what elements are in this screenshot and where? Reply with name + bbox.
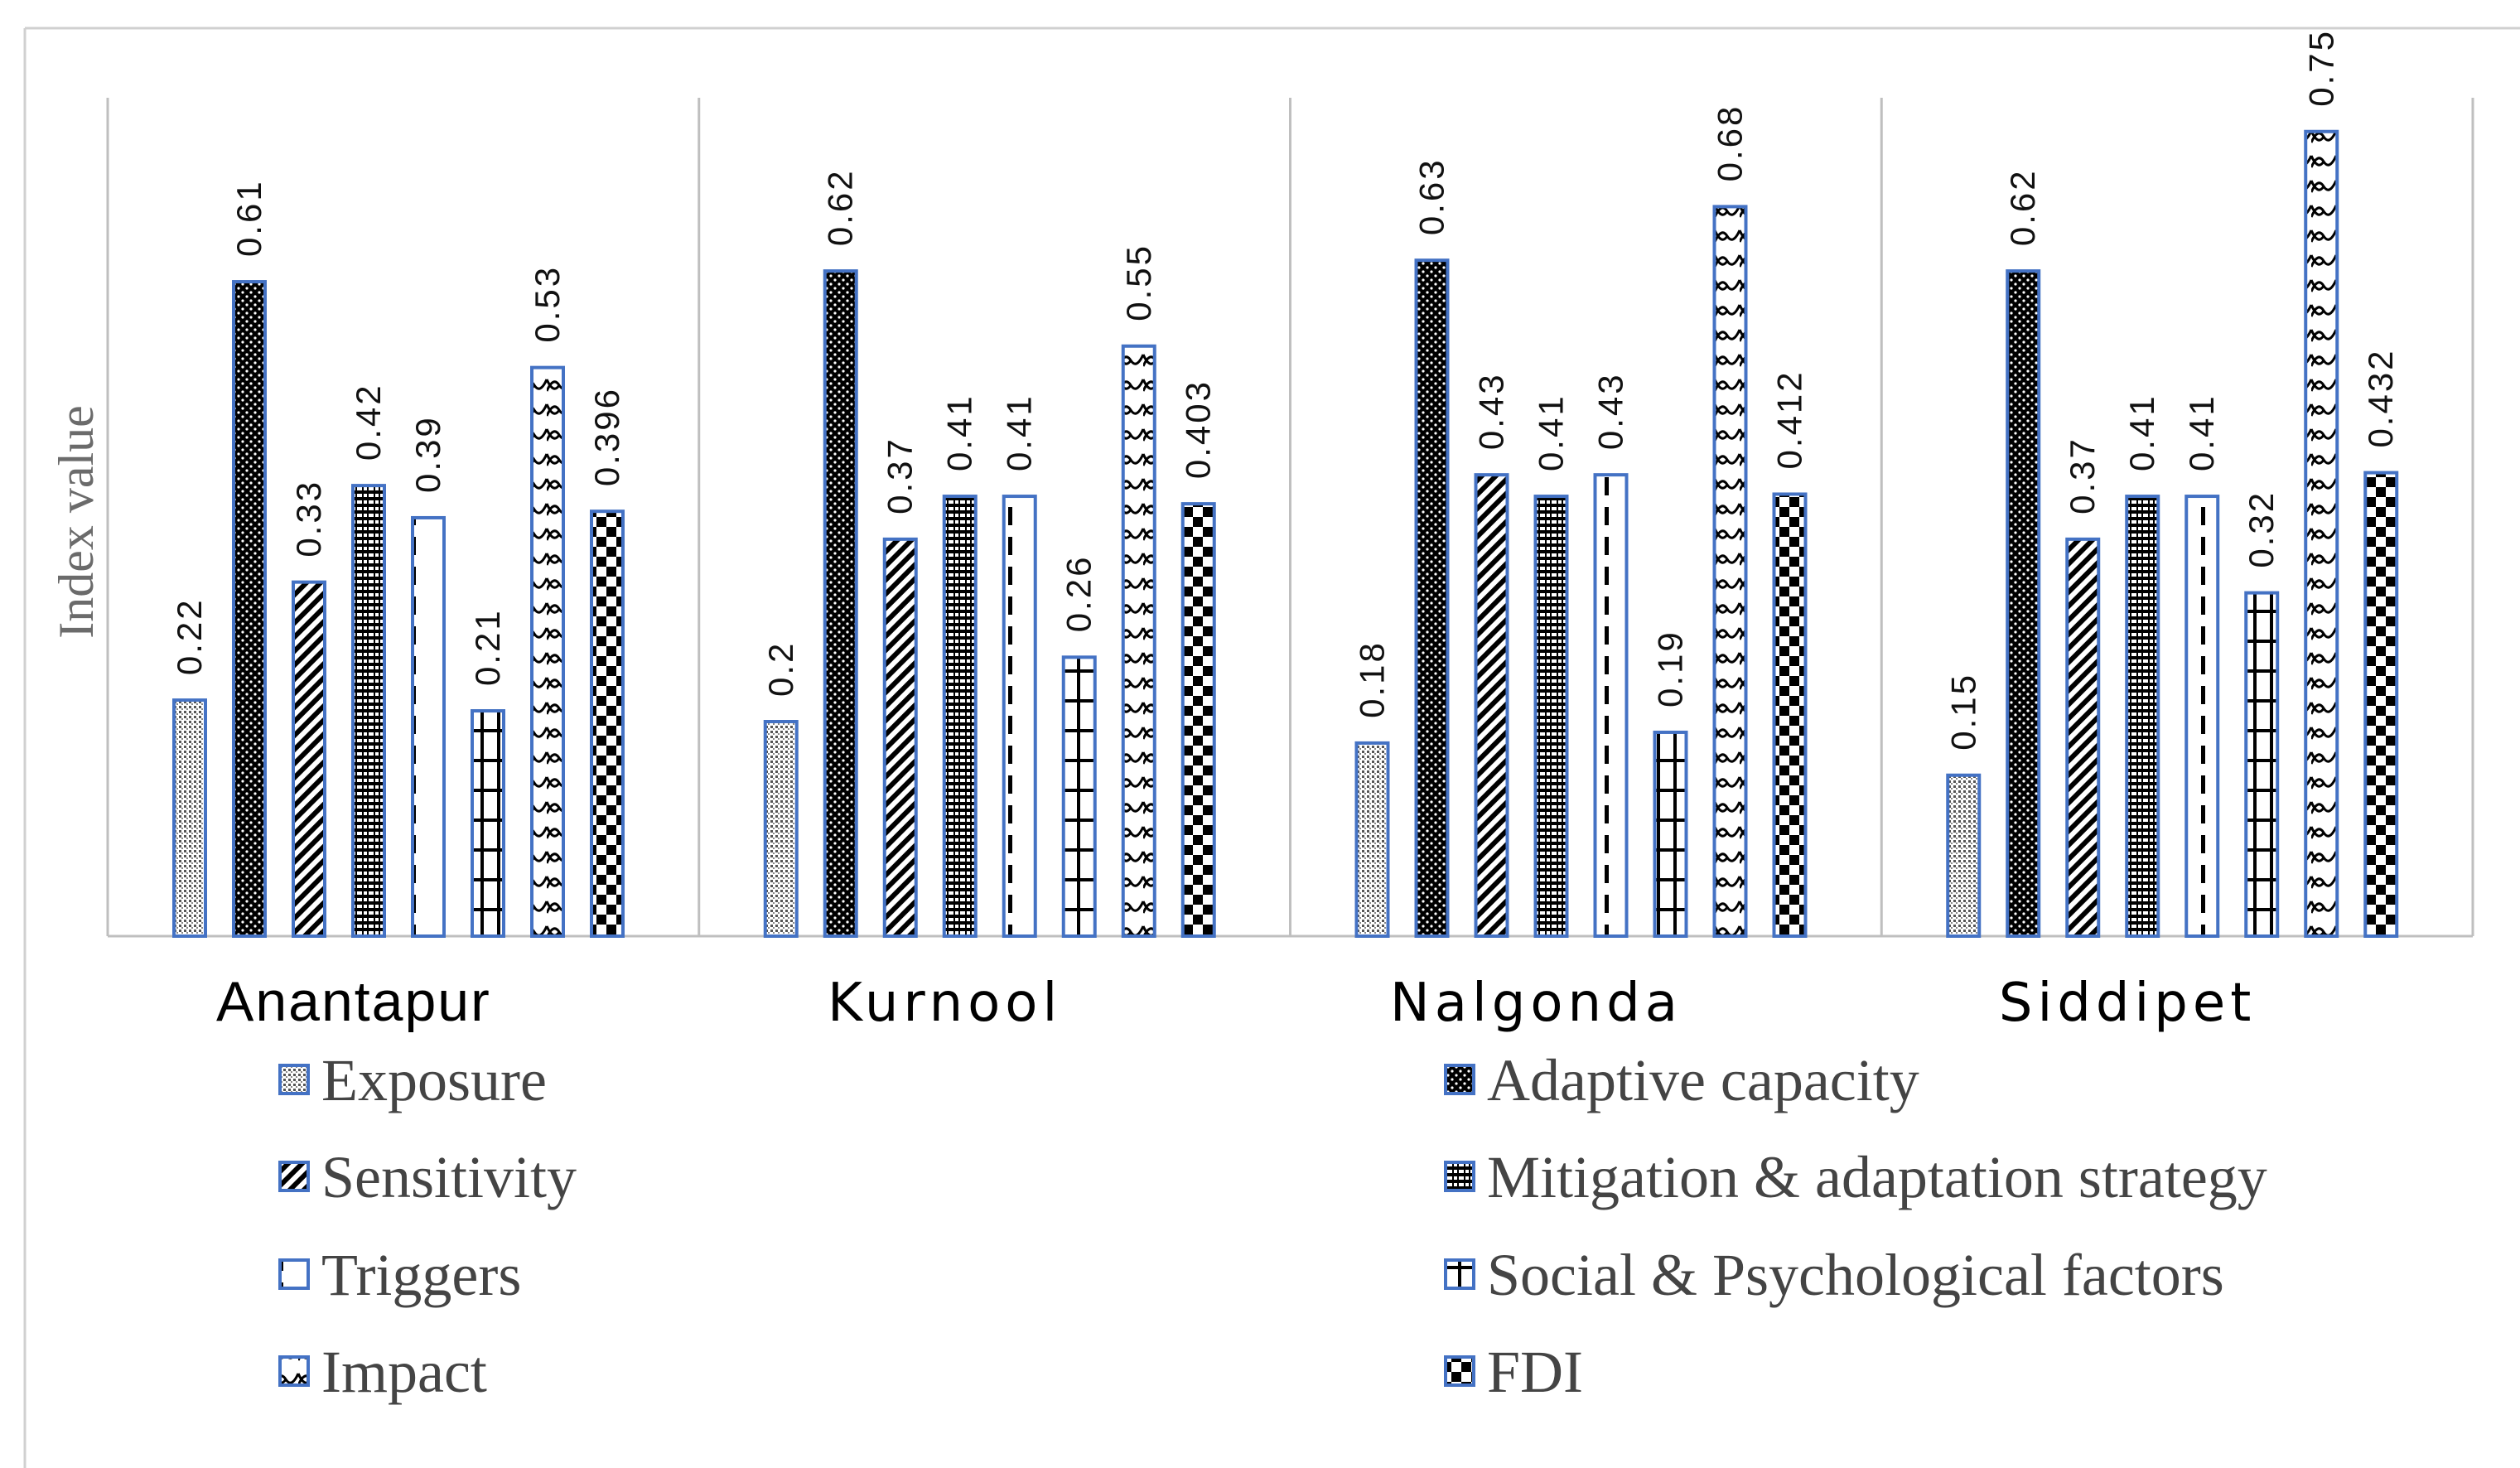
bar-nalgonda-triggers [1593,473,1629,938]
legend-label: FDI [1487,1339,1583,1405]
legend-label: Exposure [321,1047,547,1113]
data-label: 0.62 [2003,168,2042,246]
bar-anantapur-social-psychological-factors [471,709,505,938]
legend-label: Social & Psychological factors [1487,1242,2224,1308]
value-labels: 0.22 0.61 0.33 0.42 0.39 0.21 0.53 0.396 0.2 0.62… [170,29,2400,751]
bar-anantapur-fdi [590,509,625,938]
bar-siddipet-exposure [1946,773,1982,938]
legend-label: Sensitivity [321,1144,577,1210]
data-label: 0.53 [528,265,567,343]
data-label: 0.37 [881,437,920,514]
data-label: 0.432 [2361,348,2400,447]
bar-kurnool-mitigation-adaptation-strategy [942,495,978,938]
data-label: 0.26 [1060,555,1098,633]
data-label: 0.41 [2122,394,2161,471]
bar-kurnool-social-psychological-factors [1061,655,1097,938]
bar-kurnool-exposure [763,720,799,938]
data-label: 0.61 [229,179,268,257]
bar-nalgonda-fdi [1772,492,1808,938]
bar-nalgonda-mitigation-adaptation-strategy [1533,495,1569,938]
bar-siddipet-fdi [2363,471,2399,938]
data-label: 0.75 [2301,29,2340,107]
bars [172,129,2399,939]
data-label: 0.43 [1472,372,1511,450]
legend-swatch [1444,1161,1475,1192]
data-label: 0.62 [821,168,860,246]
legend-swatch [1444,1355,1475,1387]
data-label: 0.32 [2242,490,2281,568]
data-label: 0.15 [1943,673,1982,751]
category-separators [698,98,2474,936]
data-label: 0.18 [1353,640,1392,718]
data-label: 0.2 [761,641,800,697]
bar-anantapur-impact [530,365,565,938]
legend-swatch [1444,1258,1475,1290]
data-label: 0.63 [1412,157,1451,235]
bar-siddipet-triggers [2184,495,2220,938]
data-label: 0.42 [349,383,388,461]
bar-nalgonda-social-psychological-factors [1653,730,1688,939]
bar-anantapur-sensitivity [292,580,326,939]
data-label: 0.37 [2063,437,2102,514]
legend-label: Impact [321,1339,487,1405]
category-label: Nalgonda [1390,973,1682,1034]
category-label: Siddipet [1999,973,2257,1034]
legend-swatch [278,1258,310,1290]
category-labels: Anantapur Kurnool Nalgonda Siddipet [216,970,2257,1034]
category-label: Anantapur [216,970,491,1033]
data-label: 0.39 [408,415,447,493]
legend-label: Adaptive capacity [1487,1047,1919,1113]
legend-swatch [278,1355,310,1387]
bar-siddipet-impact [2304,129,2339,938]
data-label: 0.403 [1179,379,1218,479]
bar-nalgonda-adaptive-capacity [1414,258,1450,938]
bar-kurnool-impact [1121,344,1156,938]
legend-swatch [278,1064,310,1095]
bar-kurnool-sensitivity [882,537,918,938]
data-label: 0.41 [2182,394,2221,471]
y-axis-title: Index value [49,405,104,639]
data-label: 0.396 [587,387,626,486]
bar-nalgonda-impact [1712,205,1748,938]
bar-kurnool-triggers [1002,495,1037,938]
bar-anantapur-triggers [411,515,446,938]
data-label: 0.22 [170,597,209,675]
legend-label: Mitigation & adaptation strategy [1487,1144,2267,1210]
bar-siddipet-adaptive-capacity [2006,269,2041,939]
bar-anantapur-mitigation-adaptation-strategy [351,484,386,938]
data-label: 0.68 [1711,104,1750,182]
bar-siddipet-sensitivity [2065,537,2101,938]
bar-anantapur-exposure [172,698,207,938]
data-label: 0.33 [289,480,328,558]
data-label: 0.41 [1532,394,1571,471]
bar-nalgonda-sensitivity [1474,473,1509,938]
bar-kurnool-fdi [1180,502,1216,938]
data-label: 0.55 [1119,244,1158,321]
data-label: 0.19 [1651,630,1690,707]
category-label: Kurnool [828,973,1062,1034]
legend-swatch [1444,1064,1475,1095]
data-label: 0.412 [1770,369,1809,469]
data-label: 0.41 [1000,394,1039,471]
bar-kurnool-adaptive-capacity [823,269,858,939]
bar-siddipet-mitigation-adaptation-strategy [2125,495,2160,938]
legend: Exposure Adaptive capacity Sensitivity Miti… [278,1047,2267,1405]
data-label: 0.41 [940,394,979,471]
data-label: 0.43 [1591,372,1630,450]
data-label: 0.21 [468,608,507,686]
bar-anantapur-adaptive-capacity [232,280,267,938]
legend-label: Triggers [321,1242,521,1308]
legend-swatch [278,1161,310,1192]
bar-nalgonda-exposure [1354,741,1390,939]
bar-siddipet-social-psychological-factors [2244,591,2280,938]
